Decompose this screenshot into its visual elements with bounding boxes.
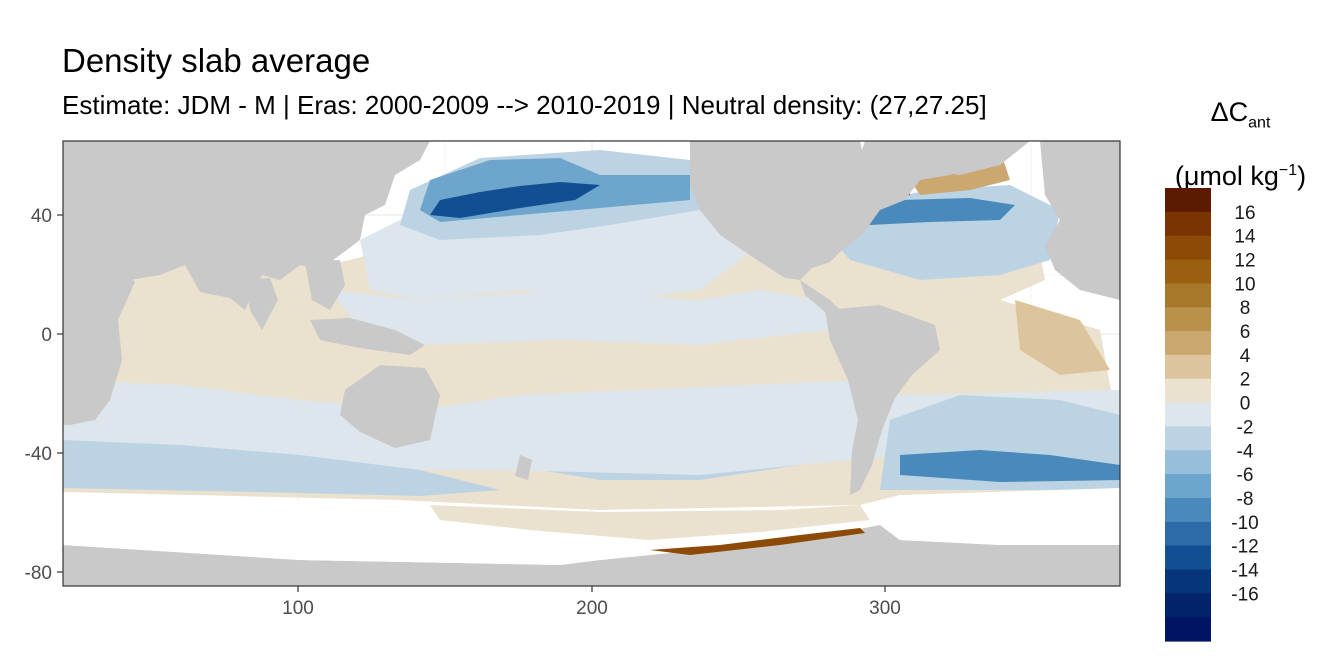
legend-label: 6 xyxy=(1240,322,1251,343)
legend-label: 10 xyxy=(1234,274,1255,295)
legend-label: -10 xyxy=(1231,513,1258,534)
legend-label: 14 xyxy=(1234,227,1256,248)
ocean-south-atlantic-dark xyxy=(900,450,1120,482)
x-axis-labels: 100 200 300 xyxy=(282,598,901,619)
ocean-southern-band-mid xyxy=(63,440,500,496)
legend-color-step xyxy=(1165,283,1211,308)
legend-label: -2 xyxy=(1237,417,1254,438)
legend-color-step xyxy=(1165,331,1211,356)
legend-label: 0 xyxy=(1240,394,1251,415)
land-europe-africa-east xyxy=(1040,141,1120,300)
y-tick-label: 0 xyxy=(41,325,52,346)
legend-color-step xyxy=(1165,211,1211,237)
legend-unit: (μmol kg−1) xyxy=(1163,147,1318,200)
legend-label: -4 xyxy=(1237,441,1254,462)
legend-unit-sup: −1 xyxy=(1278,162,1298,180)
land-north-america xyxy=(690,141,1015,280)
land-central-america xyxy=(800,280,840,312)
legend-color-step xyxy=(1165,188,1211,213)
land-new-zealand xyxy=(515,455,532,480)
legend-variable: ΔCant xyxy=(1163,88,1318,147)
land-masses xyxy=(63,141,1120,586)
x-tick-label: 300 xyxy=(869,598,901,619)
y-axis-labels: 40 0 -40 -80 xyxy=(25,206,52,584)
legend-color-step xyxy=(1165,617,1211,642)
axis-ticks xyxy=(57,214,886,592)
legend-color-step xyxy=(1165,545,1211,571)
land-africa xyxy=(63,255,135,425)
legend-label: -8 xyxy=(1237,489,1254,510)
legend-unit-pre: (μmol kg xyxy=(1174,161,1279,192)
legend-label: -16 xyxy=(1231,584,1258,605)
ocean-north-pacific-darkest xyxy=(430,182,600,218)
y-tick-label: 40 xyxy=(31,206,52,227)
legend-color-step xyxy=(1165,354,1211,380)
ocean-ross-sea-beige xyxy=(430,505,870,540)
legend-label: -6 xyxy=(1237,465,1254,486)
legend-label: 4 xyxy=(1240,346,1251,367)
legend-variable-main: ΔC xyxy=(1210,97,1249,127)
legend-variable-sub: ant xyxy=(1248,114,1271,132)
legend-color-step xyxy=(1165,402,1211,428)
land-india xyxy=(245,278,278,330)
legend-color-step xyxy=(1165,378,1211,404)
legend-color-step xyxy=(1165,569,1211,594)
no-data-hudson xyxy=(860,141,865,150)
land-south-america xyxy=(825,305,940,495)
land-antarctica xyxy=(63,525,1120,586)
legend-color-step xyxy=(1165,307,1211,332)
legend-colorbar xyxy=(1165,188,1211,642)
y-tick-label: -40 xyxy=(25,444,52,465)
land-southeast-asia xyxy=(305,260,345,310)
legend-label: -12 xyxy=(1231,537,1258,558)
land-eurasia xyxy=(63,141,430,310)
legend-color-step xyxy=(1165,426,1211,451)
legend-unit-post: ) xyxy=(1297,161,1307,192)
map-panel xyxy=(63,141,1120,586)
ocean-ross-sea-brown xyxy=(650,528,865,555)
land-greenland xyxy=(895,141,1030,175)
legend-color-step xyxy=(1165,593,1211,618)
land-indonesia xyxy=(310,318,425,355)
land-australia xyxy=(340,365,440,448)
legend-color-step xyxy=(1165,474,1211,499)
x-tick-label: 100 xyxy=(282,598,314,619)
legend-color-step xyxy=(1165,259,1211,284)
y-tick-label: -80 xyxy=(25,563,52,584)
legend-color-step xyxy=(1165,235,1211,261)
legend-label: 2 xyxy=(1240,370,1251,391)
map-subtitle: Estimate: JDM - M | Eras: 2000-2009 --> … xyxy=(62,90,987,120)
legend-color-step xyxy=(1165,450,1211,475)
legend-label: 8 xyxy=(1240,298,1251,319)
legend-label: -14 xyxy=(1231,561,1259,582)
legend-title: ΔCant (μmol kg−1) xyxy=(1163,88,1318,200)
ocean-south-atlantic-beige xyxy=(1015,300,1110,375)
x-tick-label: 200 xyxy=(576,598,608,619)
legend-label: 12 xyxy=(1234,251,1255,272)
legend-color-step xyxy=(1165,497,1211,523)
legend-label: 16 xyxy=(1234,203,1255,224)
map-title: Density slab average xyxy=(62,42,371,79)
ocean-equatorial-light xyxy=(330,290,830,345)
legend-color-step xyxy=(1165,521,1211,547)
